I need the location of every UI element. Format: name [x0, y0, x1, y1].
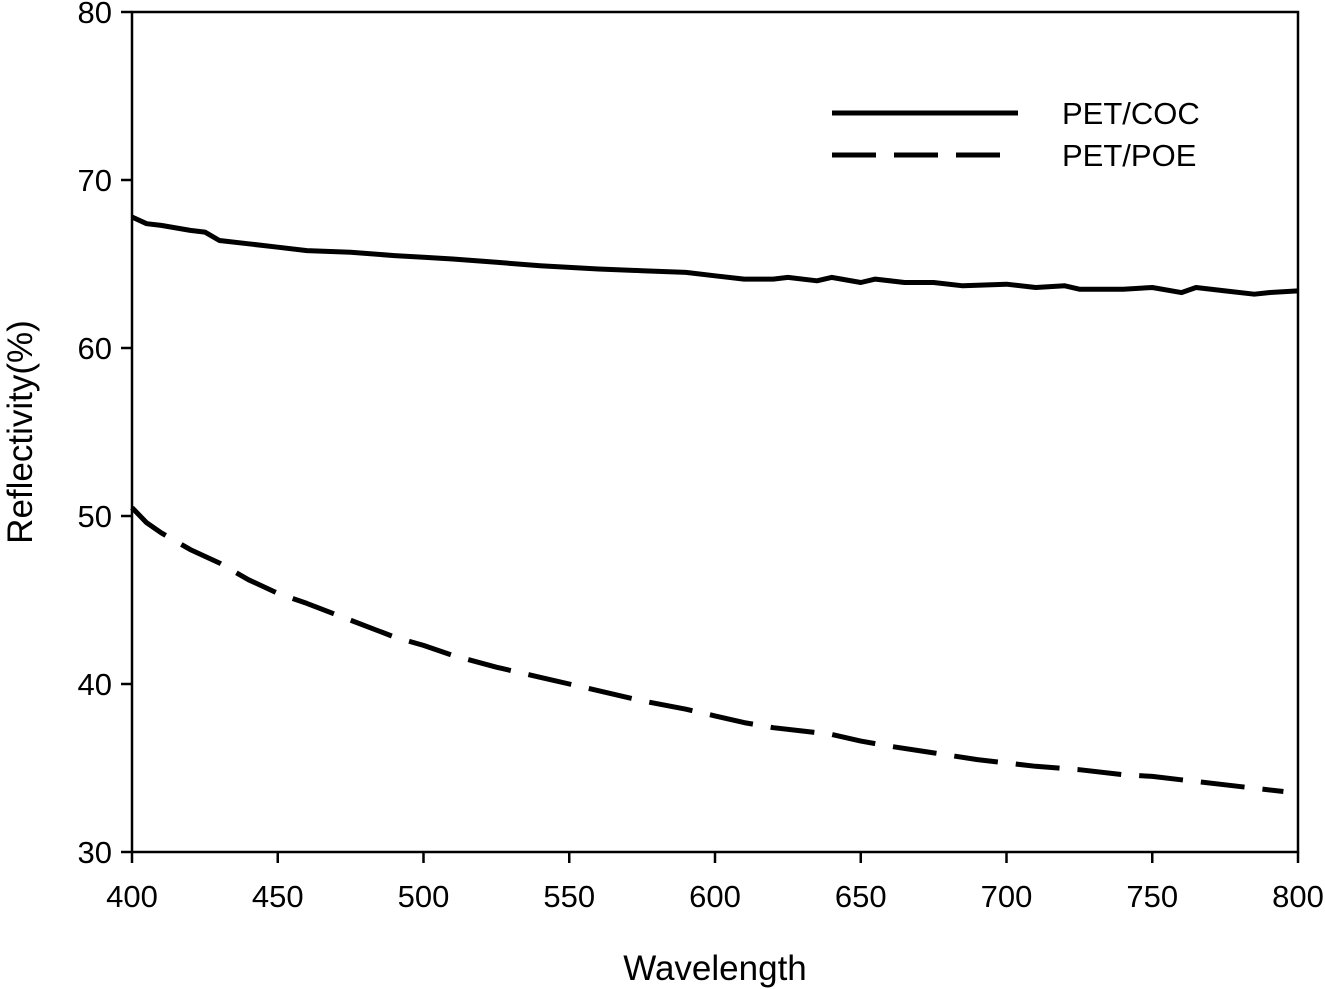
x-tick-label: 450 [252, 879, 304, 914]
x-tick-label: 650 [835, 879, 887, 914]
y-tick-label: 70 [78, 163, 112, 198]
x-tick-label: 800 [1272, 879, 1324, 914]
x-axis-title: Wavelength [623, 949, 807, 988]
x-tick-label: 600 [689, 879, 741, 914]
x-tick-label: 700 [981, 879, 1033, 914]
legend-label: PET/POE [1062, 138, 1196, 173]
x-tick-label: 500 [398, 879, 450, 914]
y-tick-label: 40 [78, 667, 112, 702]
legend-label: PET/COC [1062, 96, 1200, 131]
y-tick-label: 30 [78, 835, 112, 870]
series-line-pet-coc [130, 214, 1299, 297]
y-tick-label: 50 [78, 499, 112, 534]
x-tick-label: 750 [1126, 879, 1178, 914]
y-tick-label: 60 [78, 331, 112, 366]
series-layer [130, 214, 1299, 794]
x-tick-label: 550 [543, 879, 595, 914]
legend: PET/COC PET/POE [832, 96, 1200, 173]
series-line-pet-poe [130, 505, 1284, 794]
y-axis-title: Reflectivity(%) [1, 320, 40, 544]
axes: 30 40 50 60 70 80 400 450 500 550 600 650 700 750 800 [78, 0, 1324, 914]
x-tick-label: 400 [106, 879, 158, 914]
y-tick-label: 80 [78, 0, 112, 30]
